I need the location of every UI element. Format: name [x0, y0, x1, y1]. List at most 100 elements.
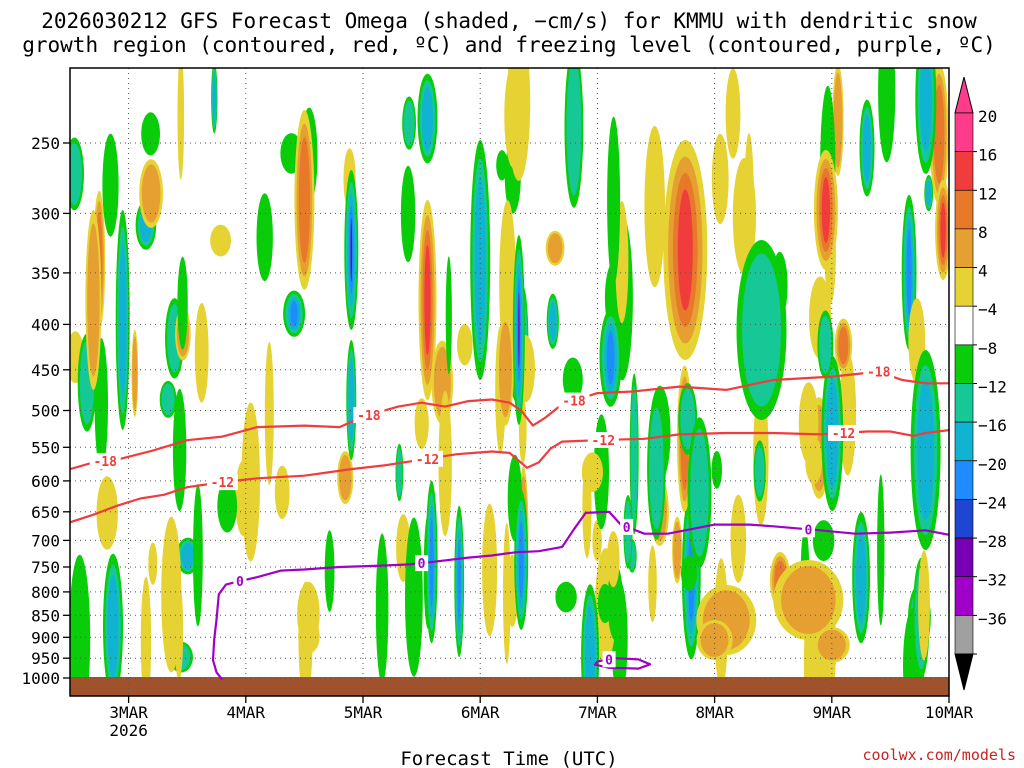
omega-cell: [350, 218, 353, 282]
omega-cell: [324, 530, 335, 612]
omega-cell: [132, 336, 138, 411]
y-tick-label: 400: [31, 315, 60, 334]
colorbar-label: 12: [978, 184, 997, 203]
omega-cell: [274, 465, 290, 519]
omega-cell: [906, 229, 912, 316]
omega-cell: [210, 224, 232, 257]
omega-cell: [690, 428, 709, 557]
omega-cell: [549, 302, 557, 341]
omega-cell: [174, 581, 184, 681]
colorbar-label: −28: [978, 532, 1007, 551]
omega-cell: [562, 357, 583, 402]
omega-cell: [725, 68, 741, 159]
omega-cell: [711, 450, 722, 489]
omega-cell: [597, 583, 613, 624]
omega-cell: [819, 315, 832, 374]
omega-cell: [781, 566, 836, 634]
chart-title-line-1: 2026030212 GFS Forecast Omega (shaded, −…: [41, 9, 977, 33]
omega-cell: [933, 84, 945, 184]
omega-cell: [96, 476, 118, 550]
colorbar-swatch: [954, 305, 974, 346]
omega-cell: [798, 382, 819, 464]
omega-cell: [87, 223, 100, 377]
omega-cell: [917, 380, 934, 520]
omega-cell: [421, 87, 434, 150]
omega-cell: [607, 116, 621, 285]
dgz-minus-18-label: -18: [357, 409, 381, 424]
omega-cell: [496, 150, 508, 181]
colorbar-swatch: [954, 537, 974, 577]
dgz-minus-18-label: -18: [867, 366, 891, 381]
omega-cell: [172, 388, 187, 512]
y-tick-label: 900: [31, 628, 60, 647]
y-tick-label: 500: [31, 402, 60, 421]
colorbar-swatch: [954, 460, 974, 500]
dgz-minus-12-label-bg: [587, 432, 619, 448]
omega-cell: [862, 114, 872, 182]
omega-cell: [193, 484, 203, 627]
dgz-minus-12-label-bg: [206, 474, 238, 491]
colorbar-label: 8: [978, 223, 988, 242]
omega-cell: [700, 623, 729, 657]
omega-colorbar: 20 16 12 8 4 −4 −8 −12 −16 −20 −24 −28 −32 −36: [954, 76, 1007, 691]
omega-cell: [405, 517, 423, 677]
omega-cell: [677, 189, 693, 311]
freezing-level-loop-label: 0: [605, 653, 613, 668]
colorbar-label: −16: [978, 416, 1007, 435]
omega-cell: [644, 125, 665, 288]
omega-cell: [630, 385, 638, 523]
y-tick-label: 450: [31, 361, 60, 380]
freezing-level-label: 0: [623, 521, 631, 536]
omega-cell: [400, 165, 416, 263]
dgz-minus-12-label-bg: [412, 450, 443, 467]
ground-terrain: [70, 677, 949, 696]
y-tick-label: 550: [31, 438, 60, 457]
colorbar-swatch: [954, 190, 974, 230]
dgz-minus-12-label: -12: [832, 427, 855, 442]
colorbar-swatch: [954, 615, 974, 655]
dgz-minus-12-label: -12: [592, 434, 615, 449]
credit-link[interactable]: coolwx.com/models: [862, 746, 1016, 764]
chart-title-line-2: growth region (contoured, red, ºC) and f…: [22, 33, 996, 57]
omega-cell: [70, 554, 91, 696]
omega-cell: [212, 73, 217, 123]
y-tick-label: 250: [31, 134, 60, 153]
freezing-level-label-bg: [415, 555, 429, 572]
omega-cell: [730, 494, 747, 583]
x-axis-label: Forecast Time (UTC): [400, 748, 617, 768]
freezing-level-label-bg: [620, 518, 634, 535]
colorbar-label: −12: [978, 378, 1007, 397]
omega-cell: [585, 605, 596, 696]
omega-cell: [877, 474, 885, 626]
colorbar-label: −36: [978, 609, 1007, 628]
colorbar-min-arrow: [954, 653, 974, 691]
omega-cell: [177, 256, 188, 350]
omega-cell: [681, 555, 698, 591]
omega-cell: [817, 629, 846, 661]
y-tick-label: 300: [31, 204, 60, 223]
omega-cell: [592, 519, 602, 562]
colorbar-swatch: [954, 112, 974, 152]
omega-cell: [348, 358, 355, 442]
colorbar-label: 4: [978, 262, 988, 281]
omega-cell: [235, 460, 252, 537]
omega-cell: [919, 68, 932, 152]
freezing-level-line: [211, 510, 949, 681]
omega-cell: [298, 137, 310, 263]
omega-cell: [445, 256, 452, 375]
omega-cell: [518, 292, 520, 368]
omega-cell: [607, 531, 620, 588]
dgz-minus-12-line: [70, 429, 949, 524]
colorbar-label: −4: [978, 300, 997, 319]
y-tick-label: 950: [31, 649, 60, 668]
omega-cell: [181, 543, 195, 569]
x-tick-label: 3MAR: [109, 703, 148, 722]
y-tick-label: 350: [31, 264, 60, 283]
omega-cell: [833, 72, 843, 168]
omega-cell: [754, 445, 765, 497]
omega-cell: [648, 545, 657, 622]
y-tick-label: 600: [31, 472, 60, 491]
omega-cell: [118, 243, 127, 397]
